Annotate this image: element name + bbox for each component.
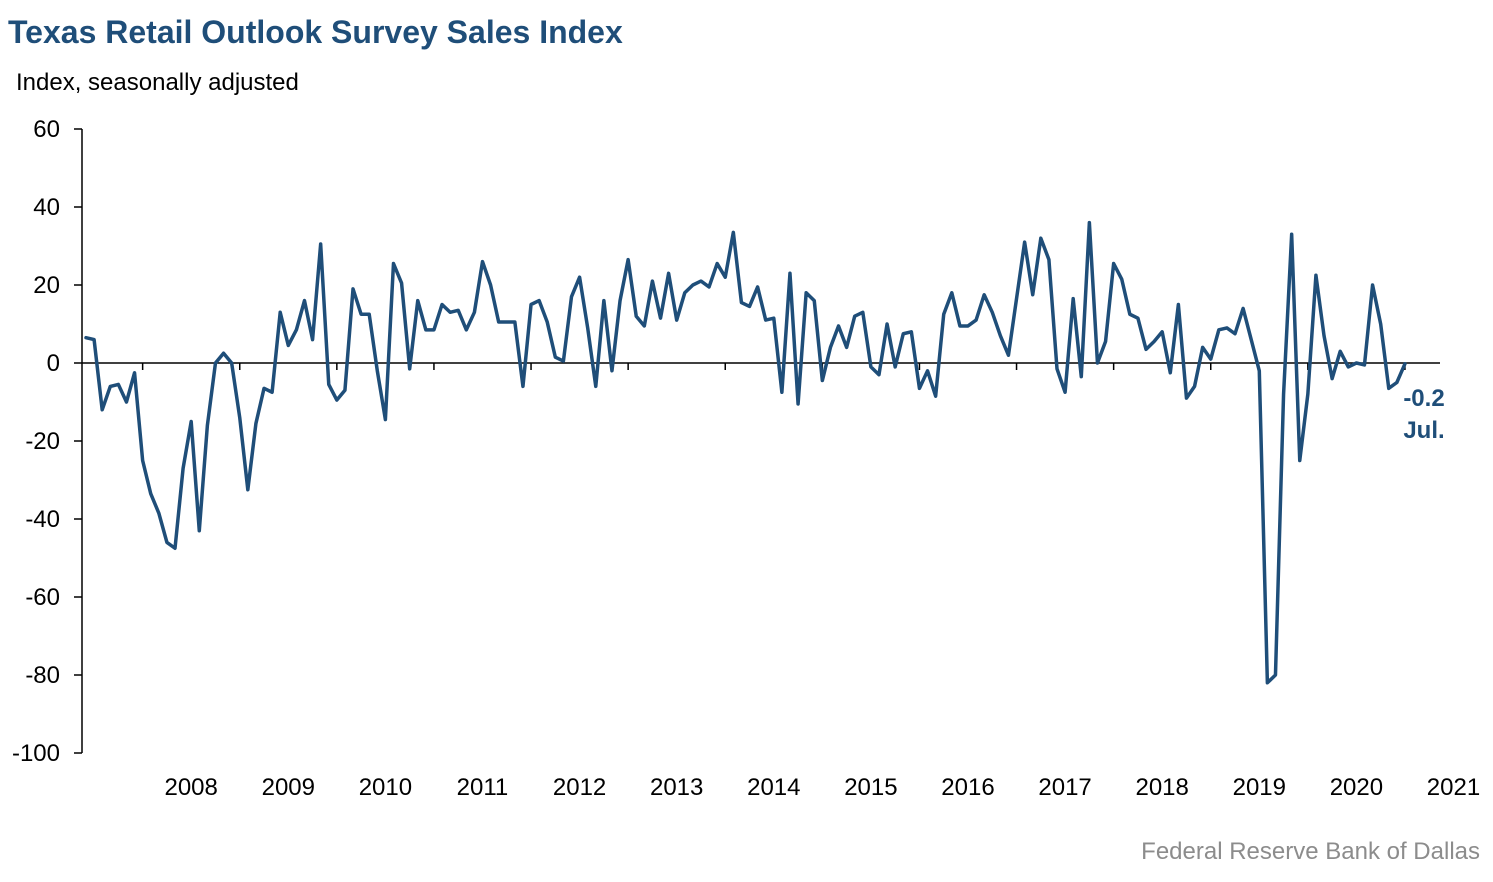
x-tick-label: 2018 [1135,774,1188,801]
y-tick-label: -40 [25,506,60,533]
latest-month-label: Jul. [1403,417,1444,444]
latest-value-annotation: -0.2 Jul. [1403,385,1444,444]
series-group [84,220,1407,685]
x-tick-label: 2017 [1038,774,1091,801]
x-tick-label: 2012 [553,774,606,801]
x-tick-label: 2015 [844,774,897,801]
x-tick-label: 2020 [1330,774,1383,801]
x-tick-label: 2010 [359,774,412,801]
x-axis: 2008 2009 2010 2011 2012 2013 2014 2015 2016 2017… [82,362,1480,801]
y-tick-label: 20 [33,272,60,299]
y-axis-label: Index, seasonally adjusted [16,69,299,96]
y-tick-label: 40 [33,194,60,221]
y-tick-label: 60 [33,116,60,143]
y-tick-label: -100 [12,740,60,767]
x-tick-label: 2013 [650,774,703,801]
y-tick-label: 0 [47,350,60,377]
x-tick-label: 2008 [164,774,217,801]
chart-title: Texas Retail Outlook Survey Sales Index [8,14,623,50]
y-axis: 60 40 20 0 -20 -40 -60 -80 -100 [12,116,83,767]
x-tick-label: 2009 [262,774,315,801]
y-tick-label: -80 [25,662,60,689]
x-tick-label: 2021 [1427,774,1480,801]
y-tick-label: -20 [25,428,60,455]
x-tick-label: 2011 [457,774,509,801]
latest-value-label: -0.2 [1403,385,1444,412]
series-line-0 [84,220,1407,685]
x-tick-label: 2014 [747,774,800,801]
x-tick-label: 2019 [1233,774,1286,801]
y-tick-label: -60 [25,584,60,611]
source-credit: Federal Reserve Bank of Dallas [1141,838,1480,865]
x-tick-label: 2016 [941,774,994,801]
